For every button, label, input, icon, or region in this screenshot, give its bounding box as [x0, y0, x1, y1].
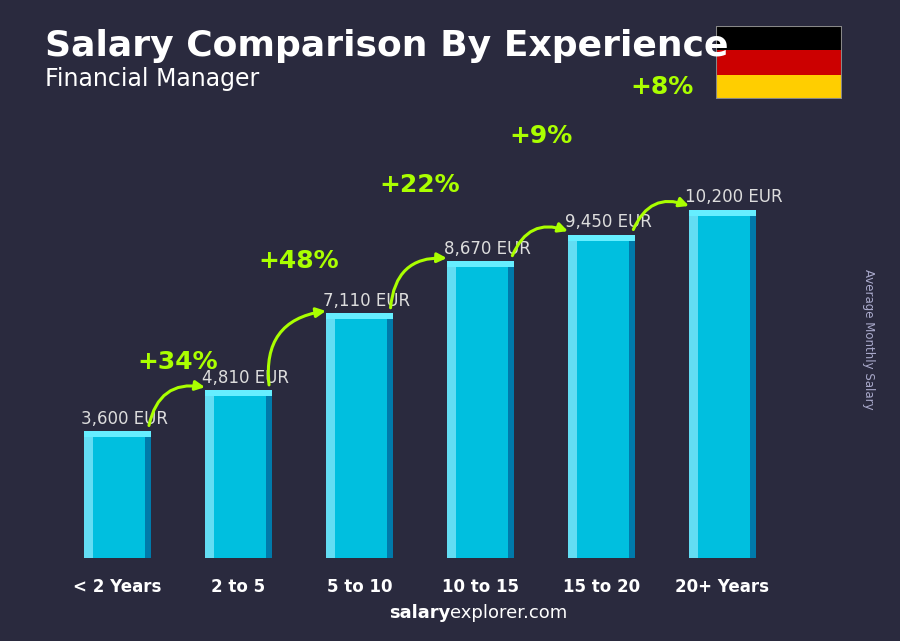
Bar [205, 396, 272, 558]
Text: Salary Comparison By Experience: Salary Comparison By Experience [45, 29, 728, 63]
Text: Average Monthly Salary: Average Monthly Salary [862, 269, 875, 410]
Bar [266, 396, 272, 558]
Bar [629, 241, 634, 558]
FancyArrowPatch shape [149, 381, 202, 426]
Text: +9%: +9% [509, 124, 572, 147]
Text: 4,810 EUR: 4,810 EUR [202, 369, 289, 387]
Bar [716, 26, 842, 50]
Bar [326, 313, 392, 319]
Bar [689, 210, 756, 215]
Text: 15 to 20: 15 to 20 [562, 578, 640, 595]
FancyArrowPatch shape [391, 254, 444, 308]
Bar [447, 267, 455, 558]
Text: 2 to 5: 2 to 5 [212, 578, 266, 595]
Bar [145, 437, 151, 558]
FancyArrowPatch shape [512, 224, 564, 256]
Text: +34%: +34% [138, 349, 219, 374]
Bar [447, 267, 514, 558]
Bar [716, 75, 842, 99]
Bar [750, 215, 756, 558]
Text: < 2 Years: < 2 Years [74, 578, 162, 595]
Bar [447, 261, 514, 267]
Bar [568, 235, 634, 241]
Bar [508, 267, 514, 558]
Text: explorer.com: explorer.com [450, 604, 567, 622]
Text: 3,600 EUR: 3,600 EUR [81, 410, 167, 428]
Text: 7,110 EUR: 7,110 EUR [322, 292, 410, 310]
Bar [568, 241, 577, 558]
Bar [205, 390, 272, 396]
Text: 10 to 15: 10 to 15 [442, 578, 519, 595]
Bar [85, 437, 93, 558]
Text: Financial Manager: Financial Manager [45, 67, 259, 91]
Bar [716, 50, 842, 75]
Bar [85, 437, 151, 558]
Bar [387, 319, 392, 558]
Text: 20+ Years: 20+ Years [675, 578, 770, 595]
Bar [689, 215, 756, 558]
Bar [568, 241, 634, 558]
FancyArrowPatch shape [634, 199, 686, 229]
Bar [689, 215, 698, 558]
Text: salary: salary [389, 604, 450, 622]
Text: 9,450 EUR: 9,450 EUR [564, 213, 652, 231]
Bar [205, 396, 214, 558]
Text: +22%: +22% [380, 173, 460, 197]
Text: 10,200 EUR: 10,200 EUR [686, 188, 783, 206]
Bar [326, 319, 392, 558]
FancyArrowPatch shape [268, 309, 322, 385]
Text: +48%: +48% [258, 249, 339, 273]
Text: +8%: +8% [630, 75, 694, 99]
Bar [85, 431, 151, 437]
Text: 8,670 EUR: 8,670 EUR [444, 240, 530, 258]
Text: 5 to 10: 5 to 10 [327, 578, 392, 595]
Bar [326, 319, 335, 558]
